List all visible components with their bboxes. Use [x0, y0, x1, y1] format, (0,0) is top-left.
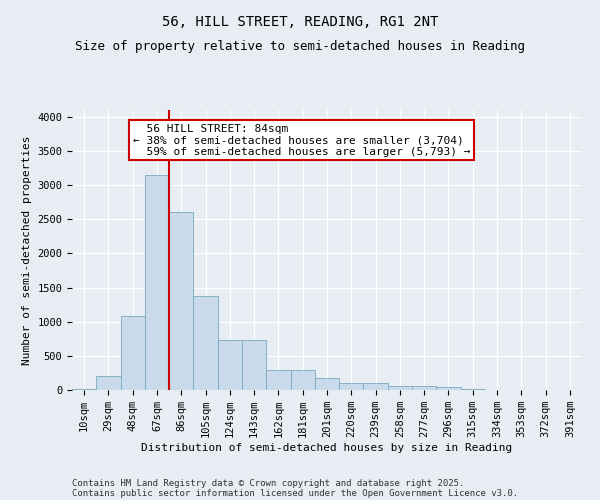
- Bar: [169, 212, 193, 390]
- Bar: [121, 316, 145, 390]
- Y-axis label: Number of semi-detached properties: Number of semi-detached properties: [22, 135, 32, 365]
- Bar: [364, 383, 388, 390]
- Bar: [266, 370, 290, 390]
- Bar: [72, 389, 96, 390]
- Bar: [145, 175, 169, 390]
- Bar: [242, 340, 266, 390]
- Bar: [436, 388, 461, 390]
- Text: 56, HILL STREET, READING, RG1 2NT: 56, HILL STREET, READING, RG1 2NT: [162, 15, 438, 29]
- Bar: [315, 378, 339, 390]
- Bar: [193, 296, 218, 390]
- Bar: [339, 383, 364, 390]
- Text: Size of property relative to semi-detached houses in Reading: Size of property relative to semi-detach…: [75, 40, 525, 53]
- Bar: [388, 386, 412, 390]
- Text: Contains HM Land Registry data © Crown copyright and database right 2025.: Contains HM Land Registry data © Crown c…: [72, 478, 464, 488]
- Bar: [290, 370, 315, 390]
- Bar: [412, 386, 436, 390]
- Text: Contains public sector information licensed under the Open Government Licence v3: Contains public sector information licen…: [72, 488, 518, 498]
- Bar: [96, 376, 121, 390]
- X-axis label: Distribution of semi-detached houses by size in Reading: Distribution of semi-detached houses by …: [142, 443, 512, 453]
- Text: 56 HILL STREET: 84sqm
← 38% of semi-detached houses are smaller (3,704)
  59% of: 56 HILL STREET: 84sqm ← 38% of semi-deta…: [133, 124, 470, 157]
- Bar: [218, 340, 242, 390]
